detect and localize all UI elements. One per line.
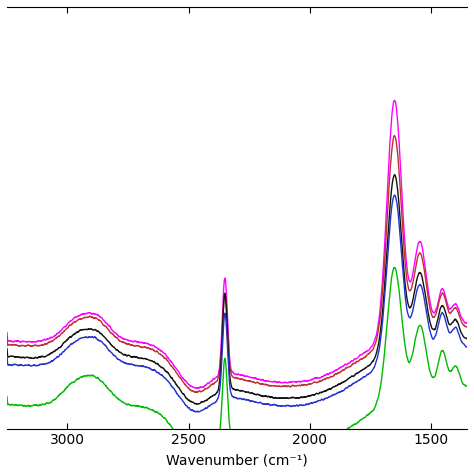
X-axis label: Wavenumber (cm⁻¹): Wavenumber (cm⁻¹): [166, 453, 308, 467]
